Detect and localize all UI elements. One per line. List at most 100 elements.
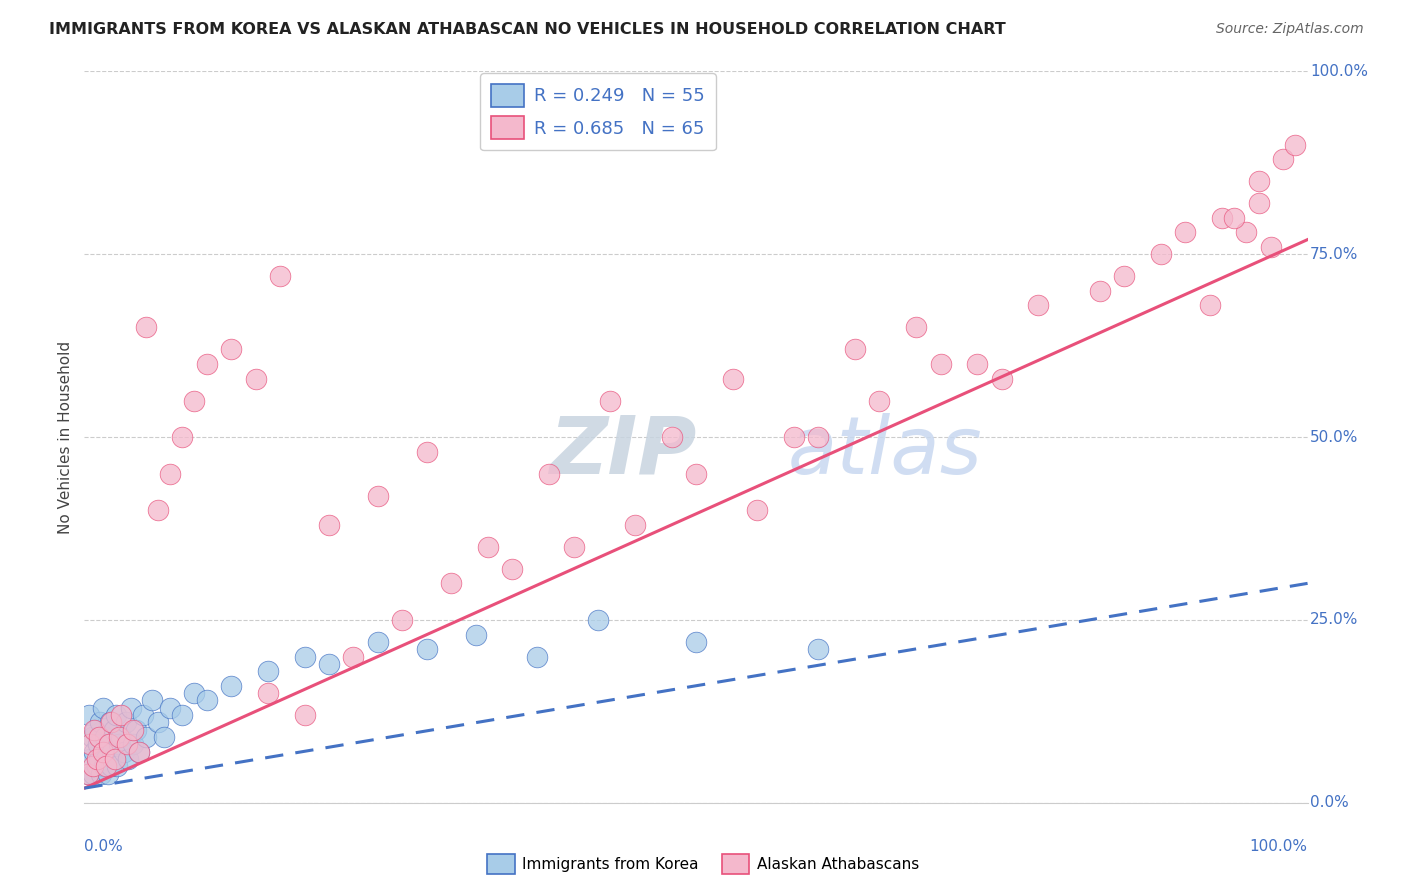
Point [128, 745, 150, 759]
Point [135, 730, 157, 744]
Point [79, 737, 101, 751]
Point [807, 430, 830, 444]
Point [112, 745, 135, 759]
Point [115, 715, 138, 730]
Point [966, 357, 988, 371]
Point [122, 737, 145, 751]
Point [97, 737, 120, 751]
Point [1236, 225, 1258, 239]
Point [107, 737, 129, 751]
Legend: Immigrants from Korea, Alaskan Athabascans: Immigrants from Korea, Alaskan Athabasca… [481, 848, 925, 880]
Point [77, 766, 100, 780]
Point [100, 715, 122, 730]
Point [97, 737, 120, 751]
Point [1150, 247, 1173, 261]
Point [93, 759, 115, 773]
Point [257, 664, 280, 678]
Point [105, 759, 128, 773]
Point [1028, 298, 1050, 312]
Point [96, 759, 118, 773]
Point [101, 745, 124, 759]
Point [747, 503, 769, 517]
Point [195, 693, 218, 707]
Point [464, 627, 486, 641]
Point [128, 745, 150, 759]
Point [219, 343, 242, 357]
Text: Source: ZipAtlas.com: Source: ZipAtlas.com [1216, 22, 1364, 37]
Point [685, 467, 707, 481]
Point [586, 613, 609, 627]
Point [1211, 211, 1233, 225]
Point [991, 371, 1014, 385]
Point [91, 745, 114, 759]
Point [257, 686, 280, 700]
Point [929, 357, 952, 371]
Y-axis label: No Vehicles in Household: No Vehicles in Household [58, 341, 73, 533]
Point [96, 752, 118, 766]
Point [661, 430, 683, 444]
Point [807, 642, 830, 657]
Point [122, 723, 145, 737]
Point [440, 576, 463, 591]
Point [104, 752, 127, 766]
Point [91, 700, 114, 714]
Point [844, 343, 866, 357]
Point [87, 730, 110, 744]
Point [219, 679, 242, 693]
Point [83, 745, 105, 759]
Point [869, 393, 891, 408]
Text: IMMIGRANTS FROM KOREA VS ALASKAN ATHABASCAN NO VEHICLES IN HOUSEHOLD CORRELATION: IMMIGRANTS FROM KOREA VS ALASKAN ATHABAS… [49, 22, 1005, 37]
Point [146, 503, 169, 517]
Point [103, 723, 125, 737]
Point [172, 430, 194, 444]
Point [318, 517, 340, 532]
Point [90, 766, 112, 780]
Point [416, 642, 439, 657]
Point [82, 766, 104, 780]
Point [1174, 225, 1197, 239]
Point [110, 708, 132, 723]
Text: 0.0%: 0.0% [1310, 796, 1348, 810]
Point [526, 649, 548, 664]
Point [783, 430, 806, 444]
Point [538, 467, 561, 481]
Point [905, 320, 928, 334]
Point [685, 635, 707, 649]
Point [294, 649, 316, 664]
Point [195, 357, 218, 371]
Point [1247, 196, 1270, 211]
Point [367, 489, 389, 503]
Point [87, 737, 110, 751]
Text: 0.0%: 0.0% [84, 839, 124, 855]
Text: atlas: atlas [787, 413, 983, 491]
Point [98, 715, 121, 730]
Point [84, 723, 107, 737]
Point [89, 715, 111, 730]
Point [153, 730, 176, 744]
Point [120, 700, 142, 714]
Text: 75.0%: 75.0% [1310, 247, 1358, 261]
Point [245, 371, 267, 385]
Point [172, 708, 194, 723]
Point [97, 766, 120, 780]
Point [105, 708, 128, 723]
Point [1114, 269, 1136, 284]
Point [135, 320, 157, 334]
Point [87, 752, 110, 766]
Point [146, 715, 169, 730]
Point [82, 759, 104, 773]
Point [77, 708, 100, 723]
Point [183, 686, 205, 700]
Point [94, 730, 117, 744]
Point [77, 766, 100, 780]
Point [183, 393, 205, 408]
Point [1198, 298, 1220, 312]
Point [80, 730, 103, 744]
Point [83, 723, 105, 737]
Point [115, 737, 138, 751]
Point [1223, 211, 1246, 225]
Point [599, 393, 621, 408]
Point [721, 371, 744, 385]
Point [477, 540, 499, 554]
Point [1272, 152, 1295, 166]
